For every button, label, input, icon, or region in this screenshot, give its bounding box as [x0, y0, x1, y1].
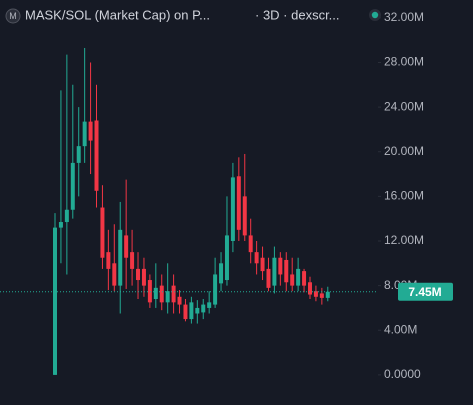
candle-body: [183, 304, 188, 320]
candle-body: [141, 268, 146, 286]
candle-body: [313, 291, 318, 297]
candle-body: [58, 222, 63, 228]
candle-body: [296, 268, 301, 286]
last-price-label: 7.45M: [408, 285, 441, 299]
candle-body: [70, 162, 75, 210]
candle-body: [82, 121, 87, 147]
candle-body: [165, 291, 170, 303]
candle-body: [64, 209, 69, 223]
candle-body: [278, 257, 283, 275]
candle-body: [319, 293, 324, 298]
candle-body: [76, 146, 81, 163]
chart-subtitle: · 3D · dexscr...: [255, 7, 340, 22]
chart-title: MASK/SOL (Market Cap) on P...: [25, 7, 210, 22]
candle-body: [201, 304, 206, 313]
candle-body: [248, 235, 253, 253]
candle-body: [230, 177, 235, 241]
candle-body: [130, 252, 135, 269]
y-tick-label: 4.00M: [384, 322, 417, 336]
last-price-badge: [398, 282, 453, 301]
candle-body: [195, 307, 200, 314]
candle-body: [207, 302, 212, 308]
candle-body: [266, 268, 271, 288]
candle-body: [171, 285, 176, 303]
y-tick-label: 32.00M: [384, 10, 424, 24]
candle-body: [53, 227, 57, 375]
candle-body: [224, 235, 229, 281]
candle-body: [106, 252, 111, 269]
candle-body: [136, 268, 141, 281]
candle-body: [325, 291, 330, 298]
y-tick-label: 20.00M: [384, 144, 424, 158]
candle-body: [118, 229, 123, 286]
candle-body: [284, 259, 289, 283]
candle-body: [177, 296, 182, 305]
candle-body: [94, 120, 99, 191]
y-tick-label: 12.00M: [384, 233, 424, 247]
candle-body: [260, 257, 265, 272]
candle-body: [242, 196, 247, 236]
candle-body: [159, 285, 164, 303]
candle-body: [153, 287, 158, 300]
candle-body: [290, 274, 295, 286]
token-icon: [5, 8, 21, 24]
candle-body: [213, 274, 218, 305]
candle-body: [219, 263, 224, 284]
token-icon-letter: M: [9, 11, 17, 21]
y-tick-label: 24.00M: [384, 99, 424, 113]
candle-body: [100, 207, 105, 258]
candle-body: [124, 235, 129, 258]
y-tick-label: 16.00M: [384, 189, 424, 203]
candle-body: [112, 263, 117, 286]
y-tick-label: 0.0000: [384, 367, 421, 381]
candle-body: [189, 302, 194, 320]
candle-body: [147, 280, 152, 303]
status-dot: [371, 11, 379, 19]
candle-body: [307, 282, 312, 295]
candle-body: [88, 121, 93, 141]
candle-body: [236, 176, 241, 230]
candle-body: [254, 252, 259, 264]
candle-body: [272, 257, 277, 286]
candle-body: [302, 271, 307, 286]
y-tick-label: 28.00M: [384, 55, 424, 69]
